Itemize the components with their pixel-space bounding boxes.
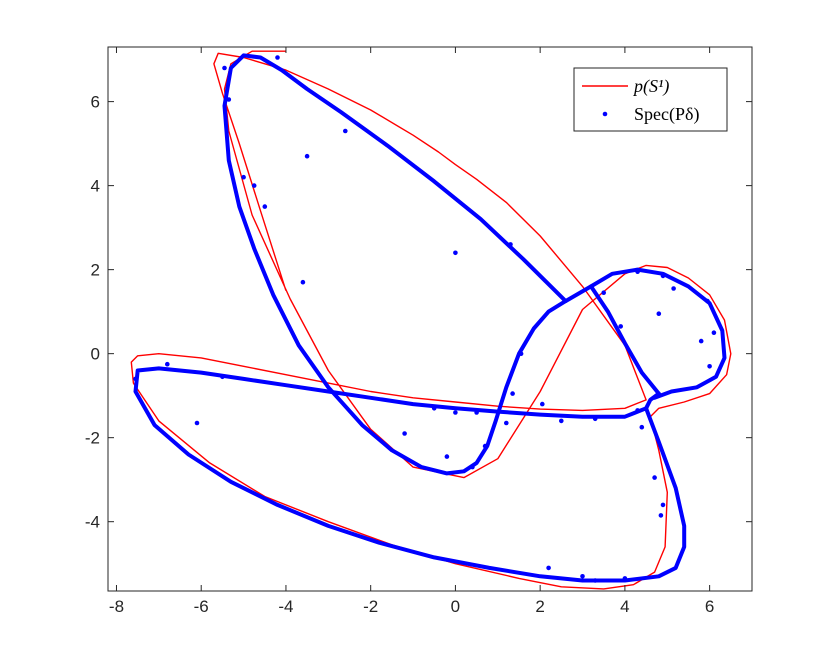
- spectrum-point: [635, 408, 640, 413]
- spectrum-point: [705, 298, 710, 304]
- spectrum-point: [222, 65, 227, 71]
- spectrum-point: [652, 475, 657, 480]
- spectrum-point: [660, 502, 666, 508]
- legend-label-spectrum: Spec(Pδ): [634, 104, 699, 125]
- plot-area: [108, 47, 752, 591]
- x-tick-label: -6: [194, 597, 209, 616]
- spectrum-dense-curve: [222, 53, 568, 476]
- spectrum-point: [482, 443, 488, 449]
- spectrum-point: [508, 242, 513, 247]
- y-tick-label: 6: [91, 93, 100, 112]
- spectrum-point: [711, 330, 717, 336]
- spectrum-point: [453, 410, 458, 415]
- spectrum-point: [220, 374, 225, 380]
- x-tick-label: -4: [278, 597, 293, 616]
- spectrum-point: [241, 174, 246, 180]
- spectrum-dense-curve: [589, 284, 661, 396]
- spectrum-point: [431, 406, 437, 411]
- spectrum-dense-curve: [644, 391, 661, 411]
- y-tick-label: 2: [91, 261, 100, 280]
- spectrum-dense-curve: [133, 366, 687, 583]
- y-tick-label: 4: [91, 177, 100, 196]
- spectrum-point: [453, 250, 458, 256]
- spectrum-point: [707, 364, 712, 369]
- curve-p-s1: [130, 50, 732, 590]
- spectrum-point: [635, 269, 640, 275]
- y-tick-label: -2: [85, 429, 100, 448]
- legend-dot-swatch: [602, 111, 608, 117]
- spectrum-point: [262, 204, 268, 209]
- legend-box: [573, 67, 728, 132]
- spectrum-point: [474, 410, 479, 415]
- spectrum-point: [194, 420, 200, 426]
- legend: p(S¹) Spec(Pδ): [573, 67, 728, 132]
- spectrum-point: [510, 391, 515, 396]
- y-tick-label: 0: [91, 345, 100, 364]
- spectrum-point: [540, 401, 545, 407]
- spectrum-point: [133, 376, 138, 382]
- spectrum-point: [444, 454, 450, 459]
- spectrum-point: [304, 153, 310, 159]
- spectrum-point: [592, 416, 598, 422]
- spectrum-point: [518, 351, 524, 357]
- axes-box: [107, 46, 753, 592]
- spectrum-point: [343, 128, 348, 134]
- spectrum-point: [165, 361, 170, 367]
- spectrum-point: [580, 574, 585, 579]
- spectrum-point: [671, 286, 676, 291]
- spectrum-dense-curve: [563, 267, 727, 400]
- legend-label-curve: p(S¹): [632, 76, 669, 97]
- spectrum-point: [275, 55, 280, 60]
- y-tick-label: -4: [85, 513, 100, 532]
- x-tick-label: 0: [451, 597, 460, 616]
- spectrum-point: [601, 290, 606, 296]
- x-tick-label: 2: [535, 597, 544, 616]
- spectrum-point: [622, 576, 628, 581]
- spectrum-point: [660, 273, 666, 279]
- spectrum-point: [618, 324, 623, 329]
- spectrum-point: [402, 431, 407, 436]
- x-tick-label: 4: [620, 597, 629, 616]
- x-tick-label: 6: [705, 597, 714, 616]
- spectrum-point: [656, 311, 662, 317]
- x-tick-label: -8: [109, 597, 124, 616]
- series-layer: [130, 50, 732, 590]
- spectrum-point: [639, 424, 645, 430]
- x-tick-label: -2: [363, 597, 378, 616]
- spectrum-point: [251, 183, 257, 188]
- spectrum-point: [546, 565, 551, 571]
- spectrum-point: [300, 279, 306, 285]
- spectrum-point: [658, 513, 664, 518]
- spectrum-point: [470, 464, 475, 470]
- ticks-layer: -8 -6 -4 -2 0 2 4 6 -4 -2 0 2 4 6: [85, 47, 752, 616]
- spectrum-point: [504, 420, 509, 426]
- spectrum-point: [592, 578, 598, 583]
- spectrum-point: [698, 338, 704, 344]
- spectrum-point: [226, 97, 232, 102]
- spectrum-point: [559, 418, 564, 424]
